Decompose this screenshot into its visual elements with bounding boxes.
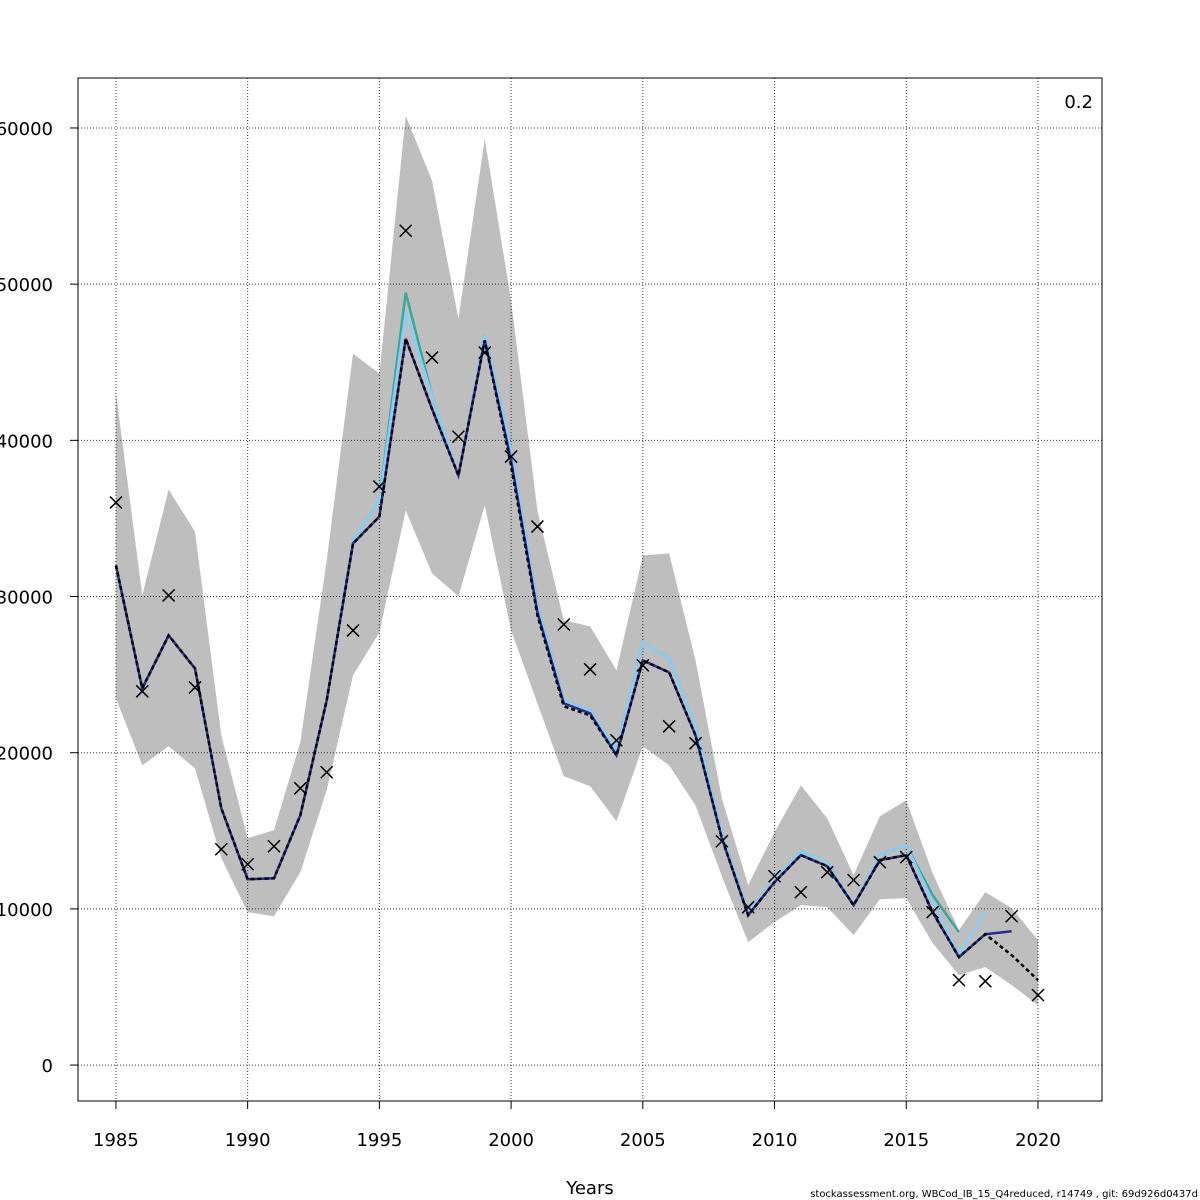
observation-point [715,834,729,848]
observation-point [1031,988,1045,1002]
plot-frame [77,77,1103,1102]
observation-point [873,855,887,869]
observation-point [820,865,834,879]
observation-point [109,495,123,510]
y-tick-label: 60000 [0,119,53,140]
observation-point [662,719,676,733]
observation-point [583,662,597,676]
observation-point [451,430,465,444]
observation-point [504,450,518,464]
x-tick-label: 2020 [1015,1130,1061,1151]
x-tick-label: 2005 [620,1130,666,1151]
observation-point [135,684,149,698]
observation-point [978,974,992,988]
confidence-band [115,115,1038,1006]
observation-point [320,765,334,779]
footer: stockassessment.org, WBCod_IB_15_Q4reduc… [810,1189,1198,1200]
x-axis-label: Years [565,1178,614,1199]
x-tick-label: 2000 [488,1130,534,1151]
observation-point [1005,909,1019,923]
y-tick-label: 20000 [0,744,53,765]
observation-point [899,850,913,864]
observation-point [847,873,861,887]
observation-point [688,736,703,750]
x-tick-label: 2015 [883,1130,929,1151]
observation-point [926,905,940,919]
observation-point [794,885,808,899]
observation-point [609,733,624,747]
observation-point [162,588,176,602]
y-tick-label: 40000 [0,431,53,452]
observation-point [478,346,492,360]
observation-point [188,680,202,694]
observation-point [557,617,571,632]
observation-point [399,224,413,238]
observation-point [425,351,439,365]
y-tick-label: 50000 [0,275,53,296]
observation-point [530,520,544,534]
y-tick-label: 10000 [0,900,53,921]
x-tick-label: 1985 [93,1130,139,1151]
observation-point [768,869,782,883]
observation-point [952,973,966,987]
observation-point [636,658,650,672]
observation-point [214,842,228,856]
observation-point [346,623,360,637]
observation-point [372,480,386,494]
annotation: 0.2 [1064,92,1093,113]
y-tick-label: 0 [42,1056,53,1077]
observation-point [741,900,755,914]
observation-point [241,857,255,871]
x-tick-label: 1990 [225,1130,271,1151]
observation-point [267,839,281,853]
observation-point [293,781,307,795]
x-tick-label: 1995 [356,1130,402,1151]
x-tick-label: 2010 [752,1130,798,1151]
y-tick-label: 30000 [0,588,53,609]
